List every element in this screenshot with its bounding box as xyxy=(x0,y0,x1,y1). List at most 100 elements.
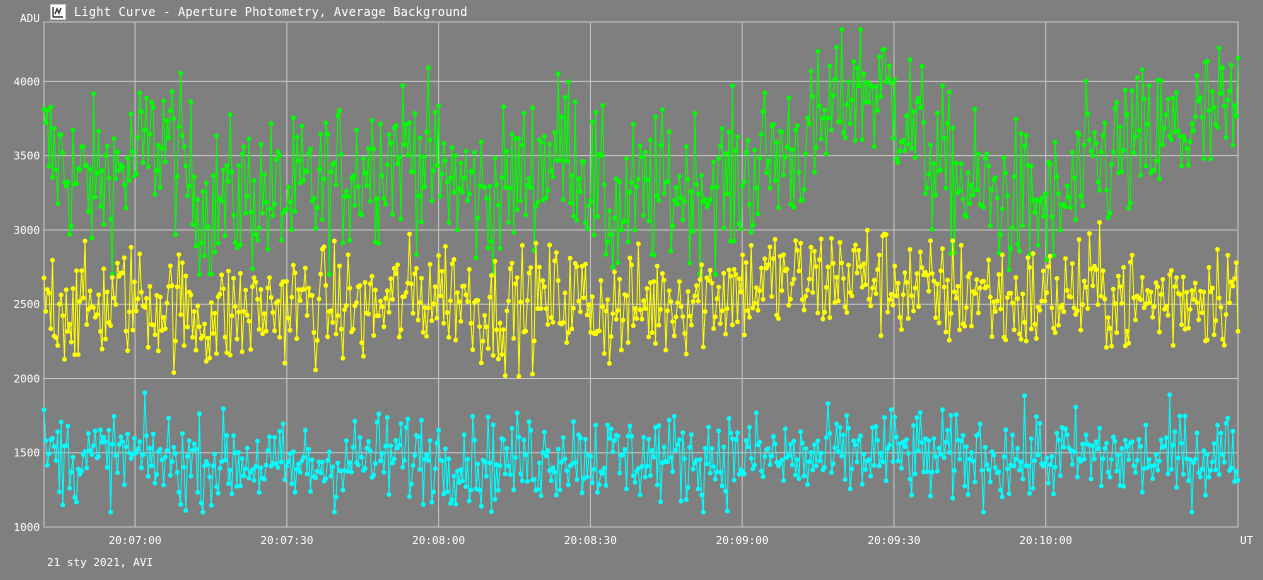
data-point xyxy=(443,244,448,249)
data-point xyxy=(612,437,617,443)
data-point xyxy=(231,212,237,218)
data-point xyxy=(748,243,754,248)
data-point xyxy=(653,114,658,120)
data-point xyxy=(897,148,903,154)
y-tick-label: 2000 xyxy=(14,372,41,385)
data-point xyxy=(50,175,55,180)
data-point xyxy=(1010,432,1015,438)
data-point xyxy=(928,142,933,148)
data-point xyxy=(958,438,964,444)
data-point xyxy=(111,136,117,142)
data-point xyxy=(126,309,132,315)
data-point xyxy=(753,410,759,416)
data-point xyxy=(489,238,494,244)
data-point xyxy=(1182,413,1188,419)
data-point xyxy=(1069,261,1075,266)
data-point xyxy=(721,225,727,231)
data-point xyxy=(535,306,541,311)
data-point xyxy=(142,127,148,133)
data-point xyxy=(1122,437,1128,443)
data-point xyxy=(248,209,254,215)
data-point xyxy=(395,262,400,268)
light-curve-app-icon xyxy=(50,4,66,20)
data-point xyxy=(482,313,488,318)
data-point xyxy=(1116,452,1121,458)
data-point xyxy=(890,459,896,464)
data-point xyxy=(610,311,616,317)
data-point xyxy=(227,112,233,118)
data-point xyxy=(291,449,296,455)
data-point xyxy=(912,155,918,160)
data-point xyxy=(244,194,250,200)
data-point xyxy=(776,316,781,321)
data-point xyxy=(747,202,752,207)
data-point xyxy=(325,334,330,340)
data-point xyxy=(813,145,819,150)
data-point xyxy=(197,272,202,277)
data-point xyxy=(173,232,178,238)
data-point xyxy=(723,151,728,156)
data-point xyxy=(531,477,537,482)
data-point xyxy=(875,267,880,273)
data-point xyxy=(1186,325,1191,331)
data-point xyxy=(926,438,932,443)
data-point xyxy=(566,330,571,335)
data-point xyxy=(1232,276,1237,281)
data-point xyxy=(195,303,201,309)
data-point xyxy=(251,275,257,281)
data-point xyxy=(622,447,628,452)
data-point xyxy=(296,287,301,292)
data-point xyxy=(888,80,894,86)
data-point xyxy=(489,509,494,515)
data-point xyxy=(952,468,957,473)
data-point xyxy=(87,447,93,453)
data-point xyxy=(837,240,843,245)
data-point xyxy=(805,115,810,121)
data-point xyxy=(193,347,199,353)
data-point xyxy=(45,462,50,468)
data-point xyxy=(960,432,966,438)
data-point xyxy=(876,463,882,469)
data-point xyxy=(822,465,827,471)
data-point xyxy=(516,434,522,440)
data-point xyxy=(528,185,534,191)
data-point xyxy=(84,163,90,168)
data-point xyxy=(823,151,829,157)
data-point xyxy=(304,313,310,318)
data-point xyxy=(550,174,556,180)
data-point xyxy=(313,475,318,481)
data-point xyxy=(692,293,698,299)
data-point xyxy=(1180,471,1186,477)
data-point xyxy=(711,159,716,165)
data-point xyxy=(591,466,597,472)
data-point xyxy=(666,288,672,294)
data-point xyxy=(1179,322,1184,328)
data-point xyxy=(613,316,619,322)
data-point xyxy=(487,183,493,189)
data-point xyxy=(905,141,911,147)
data-point xyxy=(487,294,493,300)
data-point xyxy=(1076,237,1082,243)
data-point xyxy=(405,152,411,158)
data-point xyxy=(1139,275,1145,280)
data-point xyxy=(1044,257,1050,263)
data-point xyxy=(830,461,836,467)
data-point xyxy=(116,442,122,447)
data-point xyxy=(876,252,882,258)
data-point xyxy=(1198,474,1203,480)
data-point xyxy=(250,266,255,272)
data-point xyxy=(627,423,633,429)
data-point xyxy=(1109,343,1114,349)
data-point xyxy=(116,168,122,174)
data-point xyxy=(1102,446,1108,451)
data-point xyxy=(1167,133,1173,139)
data-point xyxy=(509,260,515,266)
data-point xyxy=(837,118,843,124)
data-point xyxy=(403,290,409,295)
data-point xyxy=(191,441,197,447)
data-point xyxy=(781,172,786,178)
data-point xyxy=(607,208,612,214)
data-point xyxy=(294,134,300,140)
data-point xyxy=(215,240,221,246)
data-point xyxy=(1018,131,1024,136)
